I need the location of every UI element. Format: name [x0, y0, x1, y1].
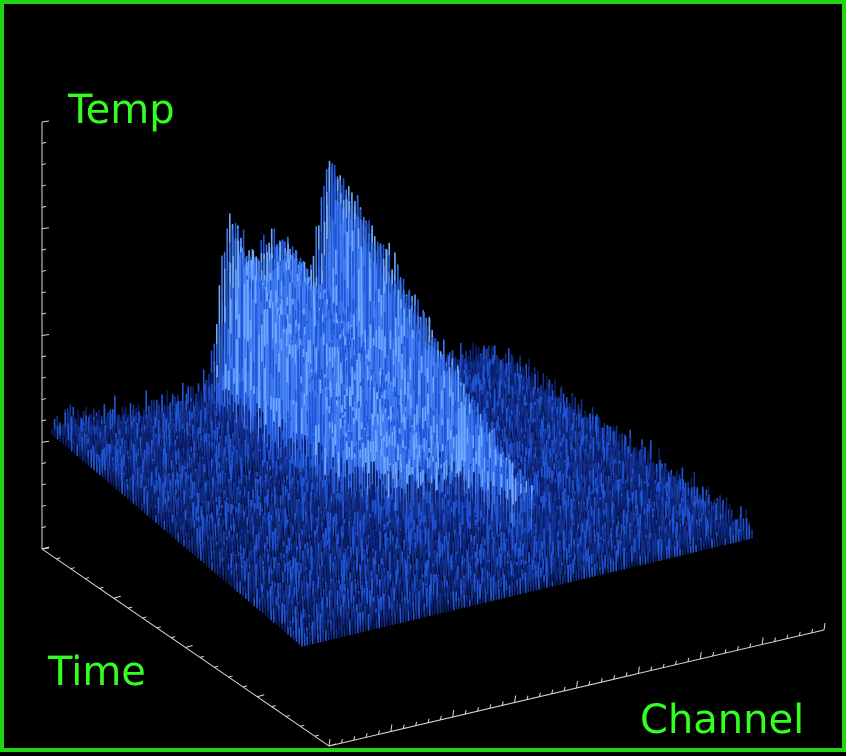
- surface-strip: [309, 522, 729, 645]
- time-tick: [171, 636, 176, 639]
- time-tick: [228, 675, 233, 678]
- channel-tick: [365, 733, 368, 738]
- z-tick: [41, 526, 47, 529]
- channel-tick: [650, 666, 653, 671]
- z-tick: [41, 205, 47, 208]
- channel-tick: [798, 631, 801, 636]
- time-tick: [113, 595, 121, 599]
- time-tick: [328, 743, 337, 747]
- channel-tick: [415, 721, 418, 726]
- z-tick: [41, 440, 50, 443]
- channel-tick: [489, 704, 492, 709]
- axes: [41, 120, 826, 747]
- channel-tick: [823, 622, 826, 631]
- z-tick: [41, 419, 47, 422]
- channel-tick: [477, 707, 479, 712]
- channel-tick: [774, 637, 776, 642]
- channel-tick: [452, 709, 455, 718]
- time-tick: [214, 665, 219, 668]
- z-tick: [41, 269, 47, 272]
- channel-tick: [378, 730, 380, 735]
- channel-tick: [551, 689, 554, 694]
- z-tick: [41, 120, 50, 123]
- time-tick: [41, 546, 50, 550]
- z-tick: [41, 398, 47, 401]
- channel-tick: [353, 736, 356, 741]
- time-tick: [242, 685, 248, 688]
- time-tick: [84, 577, 90, 580]
- channel-tick: [786, 634, 789, 639]
- time-tick: [156, 626, 161, 629]
- z-tick: [41, 291, 47, 294]
- time-tick: [285, 714, 291, 717]
- channel-tick: [761, 637, 764, 645]
- time-tick: [56, 557, 61, 560]
- x-axis-label: Channel: [640, 697, 805, 743]
- time-tick: [127, 606, 133, 609]
- z-tick: [41, 248, 47, 251]
- z-tick: [41, 227, 50, 230]
- z-tick: [41, 483, 47, 486]
- surface-strip: [322, 529, 753, 642]
- channel-tick: [699, 651, 702, 660]
- channel-tick: [328, 738, 331, 747]
- time-tick: [257, 694, 265, 698]
- channel-tick: [563, 686, 566, 692]
- time-tick: [271, 705, 276, 708]
- time-tick: [185, 645, 193, 648]
- z-tick: [41, 462, 47, 465]
- time-tick: [199, 655, 204, 658]
- channel-tick: [514, 695, 517, 703]
- z-tick: [41, 376, 47, 379]
- channel-tick: [600, 678, 603, 683]
- z-tick: [41, 334, 50, 336]
- channel-tick: [625, 672, 628, 677]
- channel-tick: [526, 695, 529, 700]
- channel-tick: [712, 651, 715, 657]
- channel-tick: [427, 718, 430, 723]
- time-tick: [142, 616, 147, 619]
- channel-tick: [576, 680, 578, 689]
- time-tick: [314, 734, 319, 737]
- channel-tick: [340, 738, 343, 744]
- y-axis-label: Time: [48, 649, 146, 695]
- time-tick: [99, 586, 104, 589]
- channel-tick: [811, 628, 814, 634]
- z-axis-label: Temp: [68, 87, 175, 133]
- channel-tick: [749, 643, 752, 648]
- channel-tick: [613, 675, 616, 680]
- channel-tick: [402, 724, 405, 729]
- channel-tick: [538, 692, 541, 697]
- z-tick: [41, 355, 47, 358]
- time-tick: [300, 724, 305, 727]
- channel-tick: [588, 680, 591, 686]
- channel-tick: [390, 724, 393, 732]
- channel-tick: [736, 646, 739, 651]
- channel-tick: [687, 657, 690, 663]
- surface-plot: [41, 120, 826, 747]
- z-tick: [41, 504, 47, 507]
- channel-tick: [662, 663, 665, 668]
- z-tick: [41, 312, 47, 315]
- channel-tick: [724, 649, 727, 654]
- channel-tick: [501, 701, 504, 706]
- time-tick: [70, 567, 75, 570]
- surface: [51, 160, 753, 647]
- z-tick: [41, 184, 47, 187]
- channel-tick: [439, 715, 442, 721]
- surface-strip: [301, 518, 751, 647]
- channel-tick: [675, 660, 677, 665]
- channel-tick: [464, 709, 467, 715]
- z-tick: [41, 163, 47, 166]
- z-tick: [41, 141, 47, 144]
- channel-tick: [637, 666, 640, 674]
